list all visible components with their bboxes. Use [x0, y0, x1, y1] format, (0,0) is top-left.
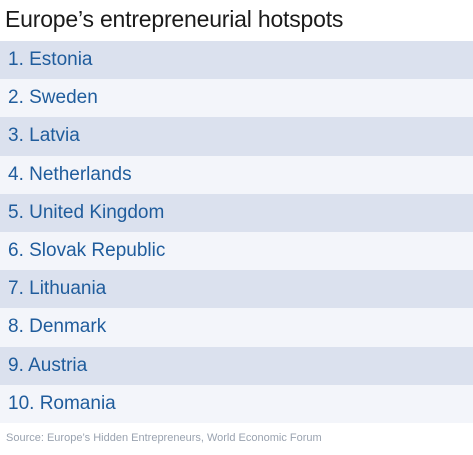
list-item: 8. Denmark [0, 308, 473, 347]
list-item: 7. Lithuania [0, 270, 473, 309]
list-item: 3. Latvia [0, 117, 473, 156]
ranking-list: 1. Estonia 2. Sweden 3. Latvia 4. Nether… [0, 41, 473, 423]
list-item: 1. Estonia [0, 41, 473, 80]
list-item: 2. Sweden [0, 79, 473, 118]
list-item: 5. United Kingdom [0, 193, 473, 232]
list-item: 9. Austria [0, 346, 473, 385]
page-title: Europe’s entrepreneurial hotspots [5, 6, 344, 32]
list-item: 4. Netherlands [0, 155, 473, 194]
source-note: Source: Europe’s Hidden Entrepreneurs, W… [6, 432, 322, 444]
list-item: 6. Slovak Republic [0, 231, 473, 271]
list-item: 10. Romania [0, 384, 473, 423]
